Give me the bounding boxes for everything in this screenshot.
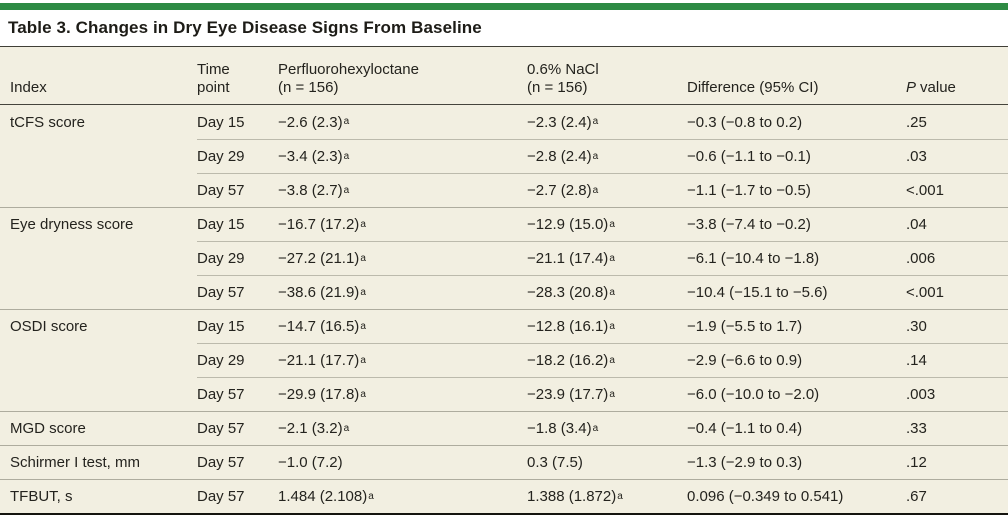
cell-time-point: Day 29 (197, 139, 278, 173)
cell-pfho: −14.7 (16.5) a (278, 318, 366, 335)
cell-nacl: −2.7 (2.8) a (527, 173, 687, 207)
cell-nacl: −18.2 (16.2) a (527, 343, 687, 377)
table-row: Day 29 −27.2 (21.1) a −21.1 (17.4) a −6.1 … (0, 241, 1008, 275)
col-header-nacl: 0.6% NaCl (n = 156) (527, 61, 599, 96)
cell-difference: −1.3 (−2.9 to 0.3) (687, 454, 803, 471)
col-header-difference: Difference (95% CI) (687, 79, 819, 96)
cell-time-point: Day 15 (197, 318, 245, 335)
cell-index (10, 377, 197, 411)
cell-pfho: −16.7 (17.2) a (278, 216, 366, 233)
cell-nacl: −2.3 (2.4) a (527, 113, 599, 131)
cell-difference: −0.3 (−0.8 to 0.2) (687, 113, 803, 131)
table-row: Day 29 −3.4 (2.3) a −2.8 (2.4) a −0.6 (−1.… (0, 139, 1008, 173)
cell-p-value: <.001 (906, 275, 1008, 309)
cell-time-point: Day 29 (197, 241, 278, 275)
cell-pfho: −3.8 (2.7) a (278, 173, 527, 207)
cell-p-value: .04 (906, 216, 927, 233)
cell-pfho: −2.1 (3.2) a (278, 420, 350, 437)
cell-p-value: <.001 (906, 173, 1008, 207)
accent-bar (0, 3, 1008, 10)
col-header-perfluorohexyloctane: Perfluorohexyloctane (n = 156) (278, 61, 419, 96)
cell-difference: −3.8 (−7.4 to −0.2) (687, 216, 811, 233)
cell-time-point: Day 57 (197, 454, 245, 471)
cell-time-point: Day 57 (197, 420, 245, 437)
table-row: Day 29 −21.1 (17.7) a −18.2 (16.2) a −2.9 … (0, 343, 1008, 377)
table-body: tCFS score Day 15 −2.6 (2.3) a −2.3 (2.4)… (0, 105, 1008, 515)
cell-time-point: Day 57 (197, 173, 278, 207)
cell-index (10, 343, 197, 377)
cell-difference: −10.4 (−15.1 to −5.6) (687, 275, 906, 309)
cell-difference: −6.1 (−10.4 to −1.8) (687, 241, 906, 275)
cell-nacl: −28.3 (20.8) a (527, 275, 687, 309)
table-row: TFBUT, s Day 57 1.484 (2.108) a 1.388 (1.… (0, 479, 1008, 513)
cell-index: Eye dryness score (10, 216, 134, 233)
table-row: Eye dryness score Day 15 −16.7 (17.2) a −… (0, 207, 1008, 241)
col-header-time-point: Time point (197, 61, 230, 96)
cell-nacl: 0.3 (7.5) (527, 454, 583, 471)
cell-p-value: .003 (906, 377, 1008, 411)
cell-pfho: 1.484 (2.108) a (278, 488, 374, 505)
cell-nacl: −2.8 (2.4) a (527, 139, 687, 173)
cell-index: tCFS score (10, 113, 86, 131)
cell-index (10, 173, 197, 207)
cell-time-point: Day 29 (197, 343, 278, 377)
cell-time-point: Day 15 (197, 113, 245, 131)
cell-difference: −1.9 (−5.5 to 1.7) (687, 318, 803, 335)
cell-pfho: −21.1 (17.7) a (278, 343, 527, 377)
table-title-row: Table 3. Changes in Dry Eye Disease Sign… (0, 10, 1008, 47)
cell-nacl: 1.388 (1.872) a (527, 488, 623, 505)
cell-index: OSDI score (10, 318, 88, 335)
table-row: Day 57 −29.9 (17.8) a −23.9 (17.7) a −6.0 … (0, 377, 1008, 411)
cell-p-value: .03 (906, 139, 1008, 173)
cell-p-value: .67 (906, 488, 927, 505)
table-row: Day 57 −3.8 (2.7) a −2.7 (2.8) a −1.1 (−1.… (0, 173, 1008, 207)
table-row: OSDI score Day 15 −14.7 (16.5) a −12.8 (1… (0, 309, 1008, 343)
cell-pfho: −38.6 (21.9) a (278, 275, 527, 309)
table-row: MGD score Day 57 −2.1 (3.2) a −1.8 (3.4) a… (0, 411, 1008, 445)
cell-time-point: Day 57 (197, 275, 278, 309)
cell-nacl: −12.9 (15.0) a (527, 216, 615, 233)
cell-difference: 0.096 (−0.349 to 0.541) (687, 488, 844, 505)
cell-nacl: −1.8 (3.4) a (527, 420, 599, 437)
cell-nacl: −23.9 (17.7) a (527, 377, 687, 411)
table-title: Table 3. Changes in Dry Eye Disease Sign… (8, 18, 482, 37)
cell-pfho: −3.4 (2.3) a (278, 139, 527, 173)
cell-index (10, 275, 197, 309)
cell-p-value: .33 (906, 420, 927, 437)
cell-difference: −0.4 (−1.1 to 0.4) (687, 420, 803, 437)
cell-difference: −0.6 (−1.1 to −0.1) (687, 139, 906, 173)
cell-nacl: −12.8 (16.1) a (527, 318, 615, 335)
cell-pfho: −29.9 (17.8) a (278, 377, 527, 411)
cell-p-value: .25 (906, 113, 927, 131)
cell-p-value: .30 (906, 318, 927, 335)
cell-difference: −6.0 (−10.0 to −2.0) (687, 377, 906, 411)
cell-p-value: .14 (906, 343, 1008, 377)
table-row: Schirmer I test, mm Day 57 −1.0 (7.2) 0.… (0, 445, 1008, 479)
cell-nacl: −21.1 (17.4) a (527, 241, 687, 275)
cell-p-value: .12 (906, 454, 927, 471)
col-header-index: Index (10, 79, 47, 96)
cell-p-value: .006 (906, 241, 1008, 275)
cell-index: TFBUT, s (10, 488, 73, 505)
table-row: tCFS score Day 15 −2.6 (2.3) a −2.3 (2.4)… (0, 105, 1008, 139)
cell-pfho: −27.2 (21.1) a (278, 241, 527, 275)
table-header-row: Index Time point Perfluorohexyloctane (n… (0, 47, 1008, 105)
cell-time-point: Day 57 (197, 488, 245, 505)
cell-index: Schirmer I test, mm (10, 454, 141, 471)
cell-pfho: −2.6 (2.3) a (278, 113, 350, 131)
cell-index (10, 241, 197, 275)
cell-difference: −2.9 (−6.6 to 0.9) (687, 343, 906, 377)
cell-index (10, 139, 197, 173)
cell-time-point: Day 15 (197, 216, 245, 233)
table-row: Day 57 −38.6 (21.9) a −28.3 (20.8) a −10.4… (0, 275, 1008, 309)
cell-difference: −1.1 (−1.7 to −0.5) (687, 173, 906, 207)
cell-index: MGD score (10, 420, 86, 437)
cell-time-point: Day 57 (197, 377, 278, 411)
cell-pfho: −1.0 (7.2) (278, 454, 343, 471)
